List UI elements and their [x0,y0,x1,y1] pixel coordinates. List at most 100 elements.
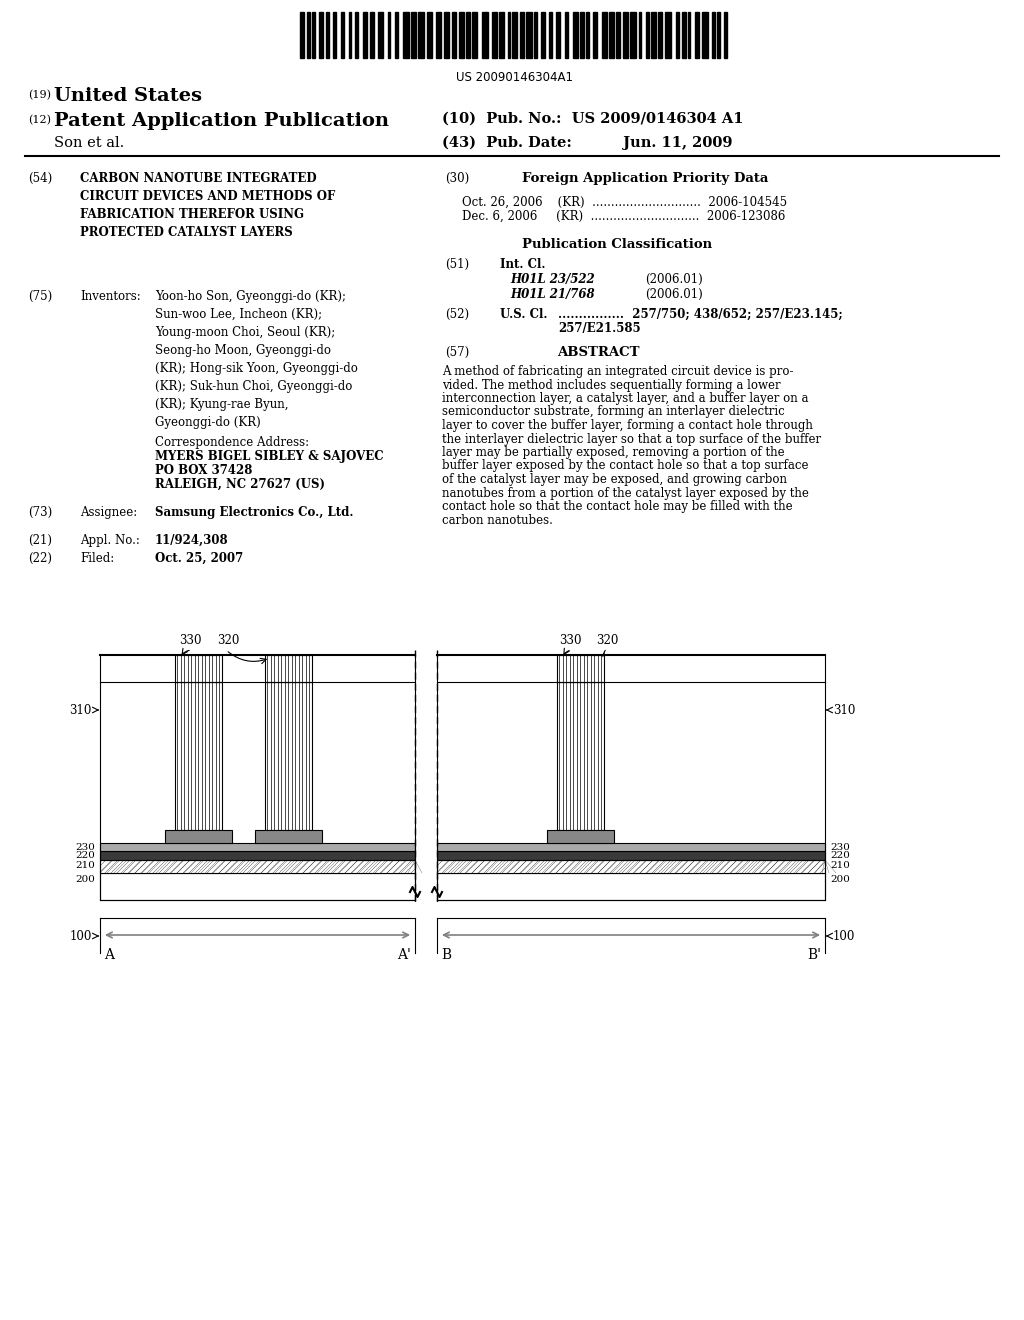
Bar [411,12,416,58]
Text: H01L 23/522: H01L 23/522 [510,273,595,286]
Bar [676,12,679,58]
Text: contact hole so that the contact hole may be filled with the: contact hole so that the contact hole ma… [442,500,793,513]
Text: semiconductor substrate, forming an interlayer dielectric: semiconductor substrate, forming an inte… [442,405,784,418]
Bar [100,843,415,851]
Bar [165,830,232,843]
Bar [378,12,383,58]
Text: 200: 200 [830,875,850,884]
Text: United States: United States [54,87,202,106]
Bar [549,12,552,58]
Text: 330: 330 [559,634,582,647]
Bar [646,12,649,58]
Bar [547,830,614,843]
Bar [265,655,312,682]
Text: Int. Cl.: Int. Cl. [500,257,546,271]
Bar [499,12,504,58]
Text: MYERS BIGEL SIBLEY & SAJOVEC: MYERS BIGEL SIBLEY & SAJOVEC [155,450,384,463]
Bar [307,12,310,58]
Bar [312,12,315,58]
Text: (2006.01): (2006.01) [645,273,702,286]
Bar [326,12,329,58]
Text: Yoon-ho Son, Gyeonggi-do (KR);
Sun-woo Lee, Incheon (KR);
Young-moon Choi, Seoul: Yoon-ho Son, Gyeonggi-do (KR); Sun-woo L… [155,290,357,429]
Bar [403,12,409,58]
Bar [534,12,537,58]
Bar [682,12,686,58]
Bar [688,12,690,58]
Bar [333,12,336,58]
Text: carbon nanotubes.: carbon nanotubes. [442,513,553,527]
Bar [341,12,344,58]
Text: (19): (19) [28,90,51,100]
Text: (10)  Pub. No.:  US 2009/0146304 A1: (10) Pub. No.: US 2009/0146304 A1 [442,112,743,125]
Text: ABSTRACT: ABSTRACT [557,346,640,359]
Text: (75): (75) [28,290,52,304]
Bar [437,843,825,851]
Text: (51): (51) [445,257,469,271]
Text: H01L 21/768: H01L 21/768 [510,288,595,301]
Bar [452,12,456,58]
Text: Oct. 25, 2007: Oct. 25, 2007 [155,552,244,565]
Text: 257/E21.585: 257/E21.585 [558,322,641,335]
Text: A: A [104,948,114,962]
Text: 320: 320 [217,634,240,647]
Text: buffer layer exposed by the contact hole so that a top surface: buffer layer exposed by the contact hole… [442,459,809,473]
Bar [712,12,715,58]
Bar [427,12,432,58]
Bar [724,12,727,58]
Bar [580,12,584,58]
Text: (2006.01): (2006.01) [645,288,702,301]
Text: U.S. Cl.: U.S. Cl. [500,308,548,321]
Text: 210: 210 [75,862,95,870]
Bar [541,12,545,58]
Text: of the catalyst layer may be exposed, and growing carbon: of the catalyst layer may be exposed, an… [442,473,787,486]
Text: Publication Classification: Publication Classification [522,238,712,251]
Bar [418,12,424,58]
Text: nanotubes from a portion of the catalyst layer exposed by the: nanotubes from a portion of the catalyst… [442,487,809,499]
Text: 220: 220 [830,850,850,859]
Bar [175,682,222,830]
Text: Filed:: Filed: [80,552,115,565]
Text: 11/924,308: 11/924,308 [155,535,228,546]
Bar [658,12,662,58]
Bar [255,830,322,843]
Text: Appl. No.:: Appl. No.: [80,535,140,546]
Bar [717,12,720,58]
Text: (52): (52) [445,308,469,321]
Bar [265,682,312,830]
Text: B: B [441,948,452,962]
Text: (21): (21) [28,535,52,546]
Text: 330: 330 [179,634,202,647]
Text: Assignee:: Assignee: [80,506,137,519]
Text: 200: 200 [75,875,95,884]
Text: (12): (12) [28,115,51,125]
Bar [556,12,560,58]
Bar [508,12,510,58]
Text: 230: 230 [830,842,850,851]
Text: Samsung Electronics Co., Ltd.: Samsung Electronics Co., Ltd. [155,506,353,519]
Bar [100,655,415,682]
Text: Dec. 6, 2006     (KR)  .............................  2006-123086: Dec. 6, 2006 (KR) ......................… [462,210,785,223]
Bar [437,873,825,900]
Bar [557,682,604,830]
Bar [370,12,374,58]
Bar [100,861,415,873]
Text: 310: 310 [833,704,855,717]
Text: RALEIGH, NC 27627 (US): RALEIGH, NC 27627 (US) [155,478,325,491]
Text: the interlayer dielectric layer so that a top surface of the buffer: the interlayer dielectric layer so that … [442,433,821,446]
Bar [175,655,222,682]
Text: (43)  Pub. Date:          Jun. 11, 2009: (43) Pub. Date: Jun. 11, 2009 [442,136,732,150]
Bar [466,12,470,58]
Text: vided. The method includes sequentially forming a lower: vided. The method includes sequentially … [442,379,780,392]
Bar [482,12,488,58]
Bar [565,12,568,58]
Bar [573,12,578,58]
Bar [300,12,304,58]
Text: Inventors:: Inventors: [80,290,140,304]
Bar [459,12,464,58]
Bar [349,12,351,58]
Text: Oct. 26, 2006    (KR)  .............................  2006-104545: Oct. 26, 2006 (KR) .....................… [462,195,787,209]
Text: (54): (54) [28,172,52,185]
Bar [651,12,656,58]
Text: Foreign Application Priority Data: Foreign Application Priority Data [522,172,768,185]
Text: A method of fabricating an integrated circuit device is pro-: A method of fabricating an integrated ci… [442,366,794,378]
